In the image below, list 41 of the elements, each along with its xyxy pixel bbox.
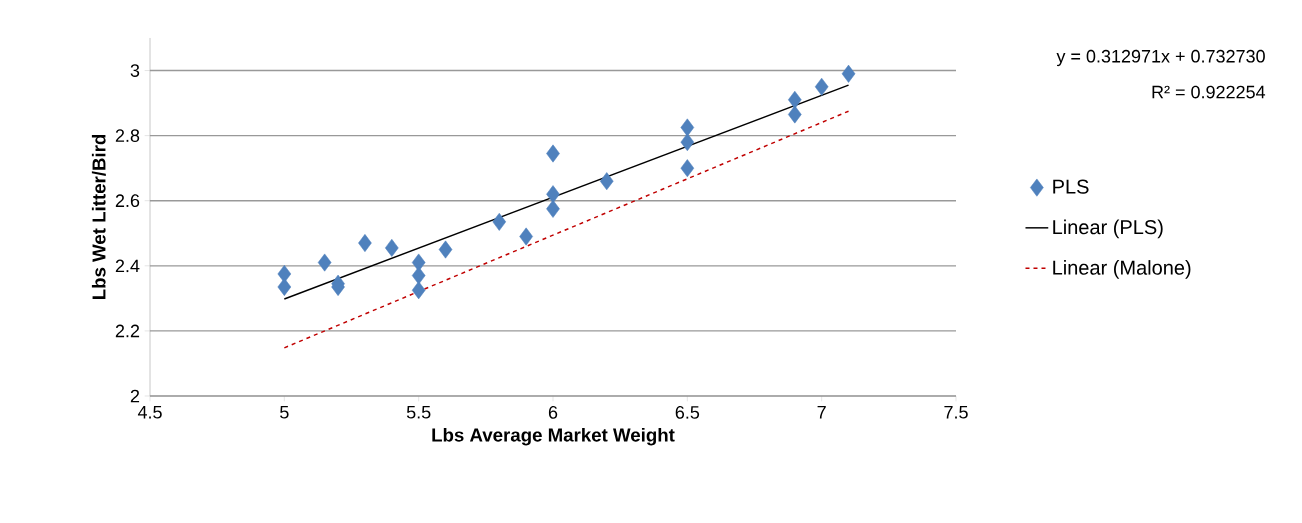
y-tick-label: 2 xyxy=(130,389,140,403)
y-tick-label: 3 xyxy=(130,64,140,77)
point xyxy=(317,253,332,272)
point xyxy=(546,185,560,204)
point xyxy=(546,144,560,163)
point xyxy=(788,105,802,124)
point xyxy=(519,227,533,246)
x-tick-label: 6 xyxy=(548,406,558,419)
y-tick-label: 2.2 xyxy=(115,324,140,338)
y-tick-label: 2.6 xyxy=(115,194,140,208)
text: R² = 0.922254 xyxy=(1152,85,1266,99)
point xyxy=(411,266,426,285)
y-axis-title: Lbs Wet Litter/Bird xyxy=(91,134,106,300)
point xyxy=(385,238,399,257)
x-tick-label: 6.5 xyxy=(675,406,700,419)
point xyxy=(546,199,560,218)
point xyxy=(438,240,453,259)
point xyxy=(358,234,372,252)
point xyxy=(492,212,507,231)
y-tick-label: 2.8 xyxy=(115,129,140,142)
point xyxy=(411,281,426,300)
y-tick-label: 2.4 xyxy=(115,259,140,273)
point xyxy=(599,172,614,191)
point xyxy=(814,77,829,96)
point xyxy=(680,133,695,152)
point xyxy=(788,90,802,109)
x-tick-label: 5.5 xyxy=(406,406,431,419)
point xyxy=(680,118,695,137)
point xyxy=(841,64,856,83)
x-tick-label: 7.5 xyxy=(944,406,968,419)
point xyxy=(411,253,426,272)
point xyxy=(680,159,695,178)
legend-label: PLS xyxy=(1053,179,1089,194)
text: y = 0.312971x + 0.732730 xyxy=(1056,49,1265,67)
x-tick-label: 5 xyxy=(280,406,289,419)
legend-label: Linear (Malone) xyxy=(1053,260,1191,279)
legend-label: Linear (PLS) xyxy=(1053,219,1163,239)
point xyxy=(277,278,292,296)
x-axis-title: Lbs Average Market Weight xyxy=(432,427,675,446)
x-tick-label: 7 xyxy=(817,406,826,419)
x-tick-label: 4.5 xyxy=(137,406,162,419)
